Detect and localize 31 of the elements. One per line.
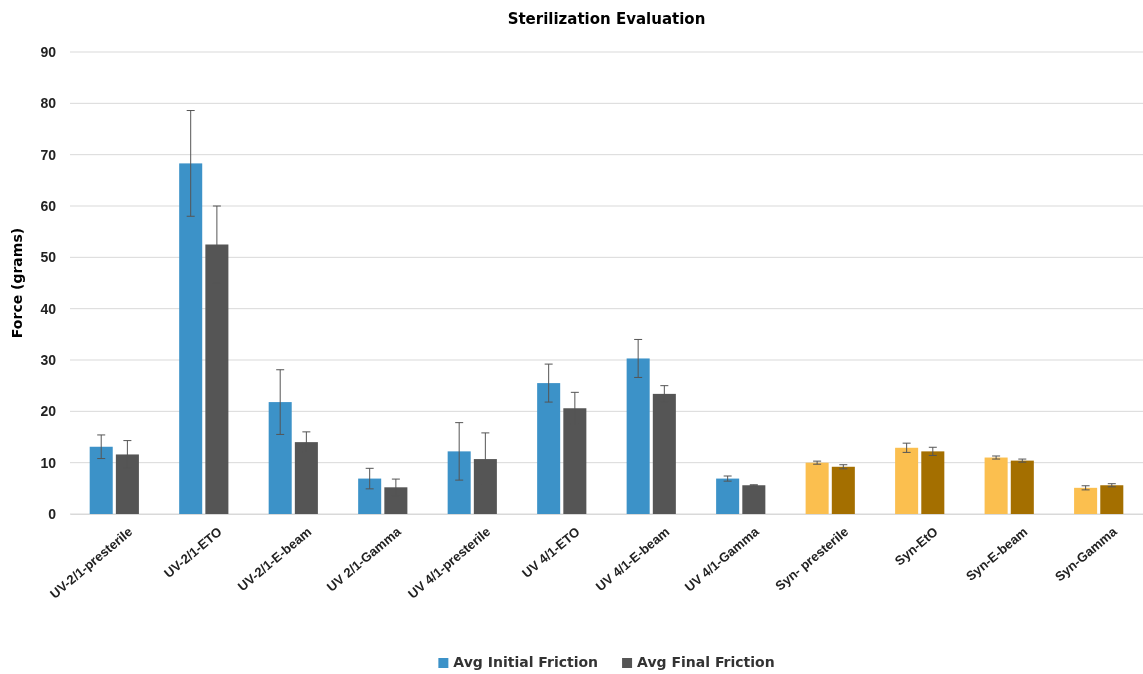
bar xyxy=(895,447,919,514)
y-tick-label: 50 xyxy=(40,249,57,266)
bar xyxy=(984,457,1008,514)
legend-label: Avg Final Friction xyxy=(637,654,775,670)
bar xyxy=(1100,485,1124,514)
bar xyxy=(358,478,382,514)
y-tick-label: 0 xyxy=(48,505,57,522)
y-tick-label: 80 xyxy=(40,95,57,112)
bar xyxy=(1010,460,1034,514)
y-tick-label: 20 xyxy=(40,403,57,420)
bar xyxy=(921,451,945,514)
bar xyxy=(742,485,766,514)
bar xyxy=(179,163,203,514)
chart-title: Sterilization Evaluation xyxy=(507,10,706,28)
y-tick-label: 10 xyxy=(40,454,57,471)
bar xyxy=(831,466,855,514)
bar xyxy=(626,358,650,514)
bar xyxy=(447,451,471,514)
y-tick-label: 40 xyxy=(40,300,57,317)
bar xyxy=(268,402,292,514)
y-axis-title: Force (grams) xyxy=(9,227,25,339)
bar xyxy=(1074,487,1098,514)
bar xyxy=(537,383,561,514)
y-tick-label: 30 xyxy=(40,351,57,368)
y-tick-label: 60 xyxy=(40,197,57,214)
y-tick-label: 90 xyxy=(40,43,57,60)
bar xyxy=(805,462,829,514)
bar xyxy=(716,478,740,514)
bar xyxy=(89,446,113,514)
legend-label: Avg Initial Friction xyxy=(453,654,599,670)
y-tick-label: 70 xyxy=(40,146,57,163)
